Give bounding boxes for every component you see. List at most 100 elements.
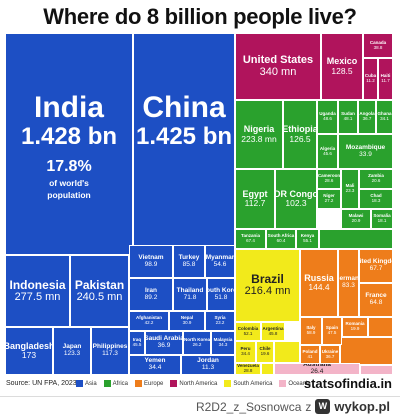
legend-swatch <box>170 380 178 387</box>
treemap-tile: Japan 123.3 <box>53 327 91 375</box>
treemap-tile: Philippines 117.3 <box>91 327 129 375</box>
tile-population-value: 117.3 <box>102 350 118 357</box>
treemap-tile: Kenya 55.1 <box>296 229 319 249</box>
treemap-tile: Colombia 52.1 <box>235 322 261 341</box>
tile-population-value: 102.3 <box>285 198 307 209</box>
treemap-tile: Nigeria 223.8 mn <box>235 100 283 169</box>
tile-country-label: Ghana <box>377 111 392 117</box>
tile-population-value: 54.6 <box>213 260 227 268</box>
tile-country-label: Cameroon <box>317 173 341 179</box>
tile-share-label: of world's population <box>47 178 91 200</box>
treemap-tile: United Kingdom67.7 <box>359 249 393 283</box>
treemap-tile: Ukraine 36.7 <box>320 345 340 365</box>
credit-site: wykop.pl <box>334 399 390 414</box>
tile-country-label: Mexico <box>326 56 358 67</box>
tile-country-label: Thailand <box>176 286 204 294</box>
tile-population-value: 48.1 <box>343 116 353 121</box>
treemap-tile: Mali 23.3 <box>341 169 359 209</box>
treemap-tile: Peru 34.4 <box>235 341 256 363</box>
source-note: Source: UN FPA, 2023 <box>6 380 77 387</box>
tile-country-label: Ukraine <box>321 349 339 355</box>
tile-population-value: 126.5 <box>289 133 311 144</box>
tile-country-label: Iran <box>145 286 157 294</box>
treemap-tile: Saudi Arabia 36.9 <box>145 331 183 355</box>
tile-population-value: 277.5 mn <box>14 290 61 303</box>
tile-population-value: 85.8 <box>182 260 196 268</box>
treemap-tile: Yemen 34.4 <box>129 355 181 375</box>
treemap-tile: Australia 26.4 <box>274 363 360 375</box>
tile-population-value: 67.7 <box>369 265 383 272</box>
tile-country-label: Vietnam <box>138 253 164 261</box>
legend-item: Europe <box>135 380 163 387</box>
tile-country-label: Japan <box>62 343 82 351</box>
tile-country-label: Sudan <box>341 111 355 117</box>
legend-swatch <box>135 380 143 387</box>
treemap-tile: France 64.8 <box>359 283 393 317</box>
tile-population-value: 51.8 <box>214 293 228 301</box>
legend-label: Africa <box>112 380 129 387</box>
tile-country-label: Mozambique <box>345 143 386 151</box>
treemap-tile: Romania 19.9 <box>342 317 368 337</box>
tile-population-value: 144.4 <box>308 282 330 293</box>
credit-z: z <box>305 399 312 414</box>
tile-population-value: 52.1 <box>243 330 253 336</box>
brand-label: statsofindia.in <box>303 376 392 391</box>
treemap-tile: South Korea51.8 <box>207 278 235 311</box>
treemap-tile: Somalia 18.1 <box>371 209 393 229</box>
tile-population-value: 47.5 <box>327 330 337 335</box>
treemap-tile: Jordan 11.3 <box>181 355 235 375</box>
tile-country-label: Argentina <box>262 325 284 331</box>
tile-share-value: 17.8% <box>46 157 92 175</box>
tile-country-label: Canada <box>369 39 387 45</box>
wykop-logo-icon: W <box>315 399 331 414</box>
treemap-tile: Indonesia 277.5 mn <box>5 255 70 327</box>
treemap-tile: Myanmar 54.6 <box>205 245 235 278</box>
tile-population-value: 216.4 mn <box>244 285 291 298</box>
credit: R2D2_z_Sosnowca z W wykop.pl <box>196 399 390 414</box>
treemap-tile: Malawi 20.9 <box>341 209 371 229</box>
legend-swatch <box>103 380 111 387</box>
tile-country-label: Saudi Arabia <box>145 335 183 343</box>
treemap-tile: Brazil 216.4 mn <box>235 249 300 322</box>
tile-population-value: 20.9 <box>351 218 361 223</box>
treemap-tile: Bangladesh 173 <box>5 327 53 375</box>
treemap: India 1.428 bn 17.8% of world's population C… <box>5 33 393 375</box>
tile-country-label: Australia <box>303 363 331 369</box>
treemap-tile: Malaysia 34.3 <box>211 331 235 355</box>
treemap-filler-tile <box>368 317 393 337</box>
legend-item: Oceania <box>279 380 311 387</box>
treemap-tile: Syria 23.2 <box>205 311 235 331</box>
watermark-bar: R2D2_z_Sosnowca z W wykop.pl <box>0 396 400 417</box>
tile-population-value: 45.8 <box>268 330 278 336</box>
tile-population-value: 340 mn <box>259 65 297 78</box>
tile-population-value: 1.428 bn <box>20 122 118 150</box>
treemap-tile: Iraq 45.5 <box>129 331 145 355</box>
tile-country-label: Kenya <box>300 233 315 239</box>
treemap-tile: Poland 41 <box>300 345 320 365</box>
tile-country-label: DR Congo <box>275 188 317 199</box>
treemap-tile: Thailand 71.8 <box>173 278 207 311</box>
tile-country-label: Zambia <box>368 173 384 179</box>
legend-label: Oceania <box>288 380 311 387</box>
legend-label: Asia <box>85 380 97 387</box>
tile-population-value: 240.5 mn <box>76 290 123 303</box>
tile-population-value: 45.6 <box>323 150 332 156</box>
tile-population-value: 42.2 <box>144 320 154 325</box>
treemap-tile: North Korea 26.2 <box>183 331 211 355</box>
treemap-tile: DR Congo 102.3 <box>275 169 317 229</box>
tile-population-value: 23.2 <box>215 320 225 325</box>
treemap-tile: Algeria 45.6 <box>317 134 338 169</box>
legend-item: Asia <box>76 380 97 387</box>
tile-population-value: 28.8 <box>243 368 253 373</box>
treemap-tile: Argentina 45.8 <box>261 322 285 341</box>
tile-population-value: 11.2 <box>366 78 375 83</box>
tile-population-value: 33.9 <box>359 150 372 158</box>
tile-country-label: Yemen <box>144 357 166 365</box>
tile-country-label: Uganda <box>319 111 336 117</box>
tile-population-value: 34.4 <box>241 351 250 356</box>
tile-country-label: India <box>33 91 104 124</box>
tile-country-label: Pakistan <box>74 277 125 292</box>
tile-country-label: Philippines <box>92 343 128 351</box>
tile-country-label: Malaysia <box>213 337 233 343</box>
tile-country-label: Chile <box>259 346 271 352</box>
